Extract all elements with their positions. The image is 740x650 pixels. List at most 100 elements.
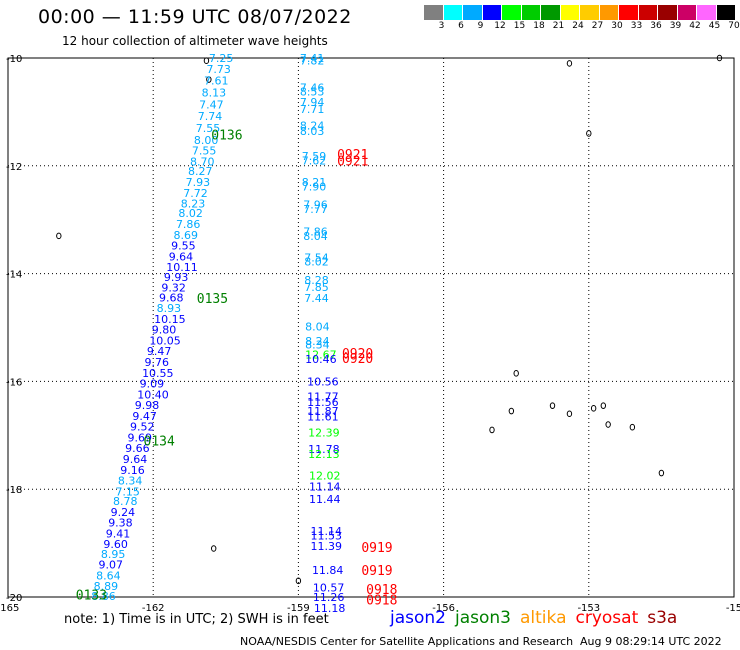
wave-height-label: 8.34 <box>305 339 330 352</box>
wave-height-label: 12.39 <box>308 427 340 440</box>
chart-title: 00:00 — 11:59 UTC 08/07/2022 <box>38 6 352 28</box>
wave-height-label: 8.21 <box>302 176 327 189</box>
island-outline <box>56 232 62 240</box>
wave-height-label: 8.89 <box>94 580 119 593</box>
y-tick-label: -16 <box>6 377 22 388</box>
legend-swatch <box>463 5 483 20</box>
pass-time-label: 0921 <box>337 154 368 169</box>
pass-time-label: 0920 <box>342 347 373 362</box>
wave-height-label: 9.64 <box>123 453 148 466</box>
legend-swatch <box>599 5 619 20</box>
legend-swatch <box>424 5 444 20</box>
legend-tick-label: 45 <box>708 21 721 31</box>
generated-timestamp: Aug 9 08:29:14 UTC 2022 <box>580 635 722 648</box>
satellite-legend-item: jason3 <box>455 608 511 628</box>
wave-height-label: 9.66 <box>125 442 149 455</box>
wave-height-label: 11.26 <box>313 591 345 604</box>
wave-height-label: 8.53 <box>300 85 325 98</box>
wave-height-label: 7.71 <box>300 103 325 116</box>
wave-height-label: 7.15 <box>115 485 140 498</box>
wave-height-label: 8.93 <box>157 302 182 315</box>
island-outline <box>658 469 665 477</box>
legend-swatch <box>619 5 639 20</box>
wave-height-label: 8.69 <box>174 229 199 242</box>
wave-height-label: 8.24 <box>300 119 325 132</box>
wave-height-label: 7.44 <box>304 292 329 305</box>
island-outline <box>203 57 210 64</box>
wave-height-label: 9.52 <box>130 421 155 434</box>
wave-height-label: 8.02 <box>178 207 203 220</box>
legend-tick-label: 36 <box>650 21 662 31</box>
wave-height-label: 7.59 <box>302 150 327 163</box>
legend-swatch <box>502 5 522 20</box>
pass-time-label: 0918 <box>366 583 397 598</box>
legend-swatch <box>658 5 678 20</box>
island-outline <box>489 426 495 434</box>
legend-swatch <box>716 5 736 20</box>
satellite-legend-item: jason2 <box>390 608 446 628</box>
wave-height-label: 7.47 <box>199 98 224 111</box>
wave-height-label: 8.86 <box>91 590 116 603</box>
wave-height-label: 7.54 <box>304 251 329 264</box>
pass-time-label: 0134 <box>144 435 175 450</box>
legend-tick-label: 3 <box>438 21 445 31</box>
wave-height-label: 9.41 <box>106 527 131 540</box>
wave-height-label: 9.76 <box>144 356 169 369</box>
satellite-legend: jason2 jason3 altika cryosat s3a <box>390 608 686 628</box>
wave-height-label: 7.46 <box>300 82 325 95</box>
wave-height-label: 7.94 <box>300 96 325 109</box>
y-tick-label: -18 <box>6 485 22 496</box>
wave-height-label: 10.40 <box>137 388 169 401</box>
legend-swatch <box>580 5 600 20</box>
wave-height-label: 9.55 <box>171 240 196 253</box>
wave-height-label: 9.07 <box>99 559 124 572</box>
wave-height-label: 11.56 <box>307 396 339 409</box>
wave-height-label: 8.64 <box>96 569 121 582</box>
wave-height-label: 7.74 <box>198 110 223 123</box>
x-tick-label: -159 <box>287 603 310 614</box>
island-outline <box>586 130 592 137</box>
wave-height-label: 7.90 <box>302 180 327 193</box>
wave-height-label: 10.46 <box>305 353 337 366</box>
wave-height-label: 7.77 <box>303 203 328 216</box>
legend-swatch <box>541 5 561 20</box>
wave-height-label: 7.85 <box>304 281 329 294</box>
wave-height-label: 9.47 <box>132 410 157 423</box>
legend-swatch <box>521 5 541 20</box>
legend-tick-label: 70 <box>728 21 740 31</box>
wave-height-label: 9.64 <box>169 250 194 263</box>
x-tick-label: -15 <box>726 603 740 614</box>
wave-height-label: 7.86 <box>303 226 328 239</box>
legend-tick-label: 27 <box>591 21 604 31</box>
wave-height-label: 7.41 <box>300 52 325 65</box>
footnote: note: 1) Time is in UTC; 2) SWH is in fe… <box>64 612 329 627</box>
y-tick-label: -10 <box>6 54 22 65</box>
legend-tick-label: 9 <box>477 21 484 31</box>
legend-tick-label: 21 <box>552 21 565 31</box>
wave-height-label: 9.38 <box>108 517 133 530</box>
satellite-legend-item: altika <box>520 608 567 628</box>
wave-height-label: 7.55 <box>196 122 221 135</box>
wave-height-label: 12.13 <box>308 448 340 461</box>
wave-height-label: 7.86 <box>176 218 201 231</box>
island-outline <box>295 577 302 585</box>
wave-height-label: 9.32 <box>161 282 186 295</box>
wave-height-label: 7.72 <box>183 187 208 200</box>
satellite-legend-item: cryosat <box>575 608 639 628</box>
legend-tick-label: 42 <box>689 21 701 31</box>
x-tick-label: -162 <box>142 603 165 614</box>
wave-height-label: 8.27 <box>188 165 213 178</box>
wave-height-label: 7.96 <box>303 199 328 212</box>
x-tick-label: -165 <box>0 603 19 614</box>
wave-height-label: 9.47 <box>147 345 172 358</box>
wave-height-label: 7.25 <box>209 52 234 65</box>
island-outline <box>513 370 519 377</box>
pass-time-label: 0136 <box>211 129 242 144</box>
wave-height-label: 10.11 <box>166 261 198 274</box>
wave-height-label: 9.98 <box>135 399 160 412</box>
wave-height-label: 11.39 <box>311 540 343 553</box>
y-tick-label: -20 <box>6 593 22 604</box>
wave-height-label: 11.14 <box>309 481 341 494</box>
